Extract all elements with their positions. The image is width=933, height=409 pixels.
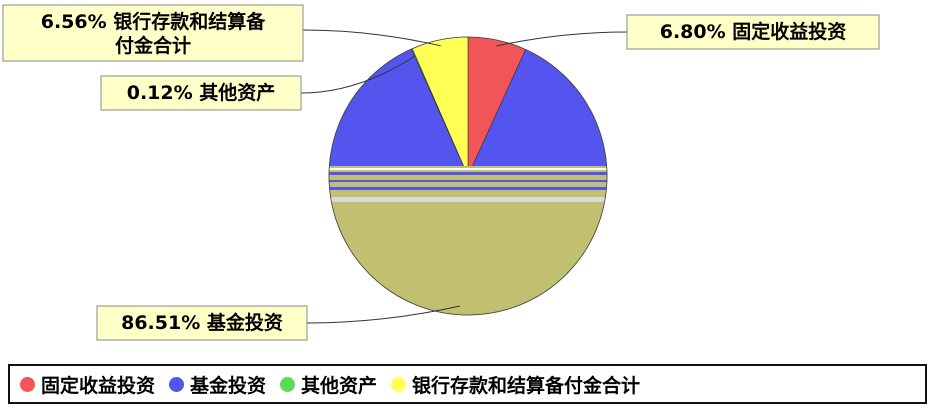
callout-bank-deposits: 6.56% 银行存款和结算备付金合计	[2, 4, 441, 62]
legend-label: 基金投资	[190, 374, 267, 397]
render-band	[329, 168, 607, 170]
callout-leader-line	[302, 29, 441, 47]
legend-swatch	[280, 376, 296, 392]
callout-label: 6.56% 银行存款和结算备	[41, 10, 267, 33]
legend-label: 其他资产	[301, 374, 378, 397]
callout-leader-line	[300, 55, 416, 94]
callout-fixed-income: 6.80% 固定收益投资	[496, 14, 880, 50]
pie-callouts: 6.80% 固定收益投资 86.51% 基金投资 0.12% 其他资产 6.56% 银…	[2, 4, 880, 341]
pie-outline	[328, 36, 608, 316]
render-band	[329, 180, 607, 182]
callout-label: 0.12% 其他资产	[127, 81, 276, 104]
legend-bank-deposits: 银行存款和结算备付金合计	[391, 371, 640, 398]
callout-label: 86.51% 基金投资	[121, 311, 283, 334]
render-band	[329, 172, 607, 175]
callout-box	[626, 14, 880, 50]
callout-label: 6.80% 固定收益投资	[660, 20, 847, 43]
callout-label: 付金合计	[115, 34, 191, 57]
callout-other-assets: 0.12% 其他资产	[100, 55, 416, 111]
callout-leader-line	[496, 31, 628, 47]
callout-fund-investment: 86.51% 基金投资	[96, 305, 461, 341]
legend-label: 固定收益投资	[41, 374, 156, 397]
pie-chart: 6.80% 固定收益投资 86.51% 基金投资 0.12% 其他资产 6.56% 银…	[2, 4, 880, 341]
legend-fixed-income: 固定收益投资	[20, 371, 155, 398]
render-band	[329, 197, 607, 202]
callout-leader-line	[306, 305, 461, 324]
callout-box	[2, 4, 304, 62]
callout-box	[100, 75, 302, 111]
legend-swatch	[391, 376, 407, 392]
legend-swatch	[169, 376, 185, 392]
legend-swatch	[20, 376, 35, 392]
legend-label: 银行存款和结算备付金合计	[412, 374, 641, 397]
chart-legend: 固定收益投资 基金投资 其他资产 银行存款和结算备付金合计	[8, 364, 927, 404]
render-band	[329, 187, 607, 190]
legend-fund-investment: 基金投资	[169, 371, 266, 398]
legend-other-assets: 其他资产	[280, 371, 377, 398]
callout-box	[96, 305, 308, 341]
